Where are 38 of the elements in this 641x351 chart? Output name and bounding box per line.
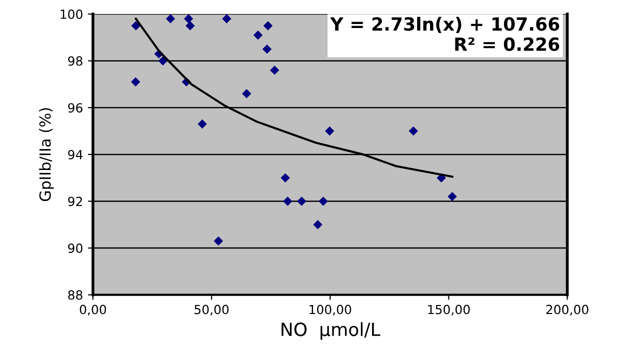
annotation: R² = 0.226 <box>455 37 560 52</box>
y-tick-label: 98 <box>68 56 82 66</box>
x-tick-label: 200,00 <box>546 304 588 316</box>
y-tick-label: 90 <box>68 244 82 253</box>
y-tick-label: 92 <box>68 196 82 206</box>
point <box>186 21 195 30</box>
x-tick-label: 100,00 <box>310 304 352 316</box>
point <box>222 14 232 24</box>
point <box>131 21 140 30</box>
y-tick-label: 96 <box>68 103 82 113</box>
x-tick-label: 150,00 <box>428 304 470 316</box>
x-axis-title: NO µmol/L <box>282 322 380 340</box>
x-tick-label: 50,00 <box>194 304 229 316</box>
annotation: Y = 2.73ln(x) + 107.66 <box>330 16 560 33</box>
point <box>263 21 273 30</box>
point <box>262 44 272 54</box>
point <box>448 192 457 202</box>
x-tick-label: 0,00 <box>80 304 106 316</box>
point <box>158 56 168 66</box>
y-tick-label: 100 <box>60 10 82 19</box>
point <box>408 126 418 136</box>
y-tick-label: 94 <box>68 150 83 160</box>
point <box>166 14 176 24</box>
y-tick-label: 88 <box>68 290 82 300</box>
point <box>297 196 306 206</box>
point <box>131 77 140 87</box>
point <box>270 66 280 75</box>
point <box>313 220 322 230</box>
point <box>198 119 207 129</box>
point <box>283 196 292 206</box>
point <box>318 196 328 206</box>
point <box>242 88 252 98</box>
point <box>184 14 194 24</box>
point <box>253 30 263 40</box>
point <box>214 236 224 246</box>
point <box>325 126 334 136</box>
y-axis-title: GpIIb/IIa (%) <box>39 108 54 202</box>
point <box>280 173 290 182</box>
